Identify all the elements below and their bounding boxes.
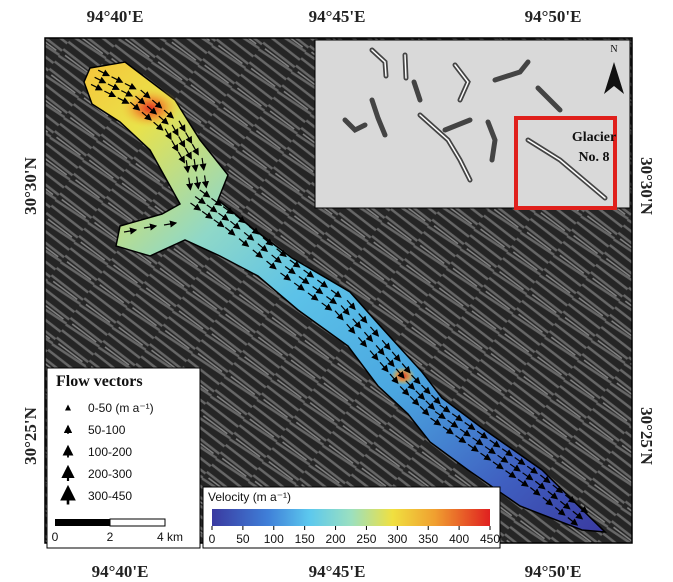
longitude-label: 94°40'E bbox=[87, 7, 144, 26]
map-figure: Glacier No. 8 N 94°40'E 94°45'E 94°50'E … bbox=[0, 0, 673, 582]
legend-label: 300-450 bbox=[88, 489, 132, 503]
colorbar-tick-label: 400 bbox=[449, 532, 469, 546]
legend-label: 50-100 bbox=[88, 423, 126, 437]
longitude-label: 94°45'E bbox=[309, 7, 366, 26]
colorbar-tick-label: 0 bbox=[209, 532, 216, 546]
latitude-label: 30°30'N bbox=[637, 157, 656, 216]
colorbar-tick-label: 250 bbox=[356, 532, 376, 546]
legend-label: 200-300 bbox=[88, 467, 132, 481]
colorbar-title: Velocity (m a⁻¹) bbox=[208, 490, 291, 504]
scale-bar bbox=[55, 519, 110, 526]
colorbar-tick-label: 200 bbox=[326, 532, 346, 546]
scale-bar bbox=[110, 519, 165, 526]
latitude-label: 30°25'N bbox=[21, 406, 40, 465]
colorbar-tick-label: 50 bbox=[236, 532, 250, 546]
scale-label: 0 bbox=[52, 530, 59, 544]
legend-label: 100-200 bbox=[88, 445, 132, 459]
latitude-label: 30°25'N bbox=[637, 407, 656, 466]
colorbar-tick-label: 100 bbox=[264, 532, 284, 546]
colorbar-tick-label: 450 bbox=[480, 532, 500, 546]
longitude-label: 94°50'E bbox=[525, 562, 582, 581]
north-label: N bbox=[610, 44, 617, 55]
latitude-label: 30°30'N bbox=[21, 156, 40, 215]
legend-title: Flow vectors bbox=[56, 373, 143, 390]
colorbar-tick-label: 350 bbox=[418, 532, 438, 546]
longitude-label: 94°50'E bbox=[525, 7, 582, 26]
colorbar-tick-label: 300 bbox=[387, 532, 407, 546]
legend-label: 0-50 (m a⁻¹) bbox=[88, 401, 154, 415]
scale-label: 2 bbox=[107, 530, 114, 544]
colorbar bbox=[212, 509, 490, 526]
longitude-label: 94°45'E bbox=[309, 562, 366, 581]
scale-label: 4 km bbox=[157, 530, 183, 544]
longitude-label: 94°40'E bbox=[92, 562, 149, 581]
inset-label: Glacier bbox=[572, 130, 616, 145]
colorbar-tick-label: 150 bbox=[295, 532, 315, 546]
inset-label: No. 8 bbox=[578, 150, 609, 165]
